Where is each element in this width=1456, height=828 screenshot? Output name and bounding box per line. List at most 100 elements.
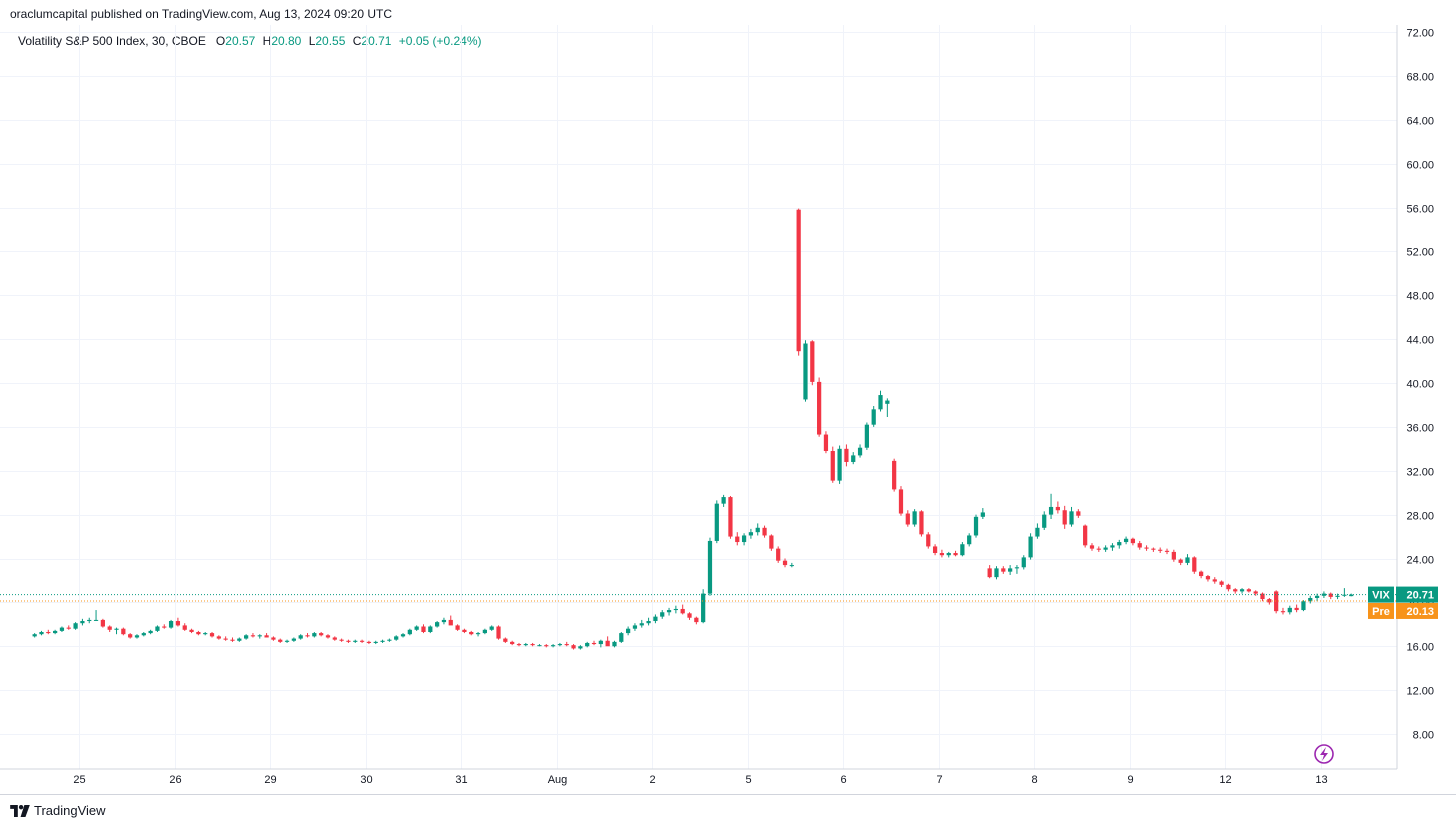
low-label: L [308,34,316,48]
candle-up [1117,539,1122,549]
candle-up [748,528,754,539]
candle-body [844,448,849,462]
candle-up [312,631,317,638]
y-tick-label: 64.00 [1406,116,1434,128]
candle-body [1219,581,1224,585]
candle-body [755,527,760,533]
candle-down [1280,607,1286,615]
candle-down [898,486,904,516]
vix-tag-symbol-bg [1368,586,1394,603]
candle-up [598,639,603,648]
candle-up [550,644,556,648]
candle-body [680,608,685,614]
candle-up [428,625,433,634]
candle-down [932,544,938,556]
candle-up [387,638,392,642]
candle-body [1117,542,1122,546]
candle-down [209,631,215,638]
candle-body [796,209,801,352]
candle-up [1185,554,1190,566]
candle-down [830,446,835,483]
y-tick-label: 40.00 [1406,379,1434,391]
candle-body [264,635,269,638]
candle-down [100,618,105,628]
candle-body [66,627,71,629]
candle-down [687,612,692,620]
candle-down [544,644,549,648]
candle-down [1233,588,1238,594]
candle-body [32,634,37,637]
candle-down [571,644,576,650]
candle-down [1076,509,1081,518]
x-tick-label: 7 [936,774,942,786]
candle-up [885,398,890,418]
price-lines [0,594,1397,602]
candle-up [257,634,262,639]
price-axis[interactable]: 8.0012.0016.0020.0024.0028.0032.0036.004… [1406,28,1434,742]
candle-down [1253,590,1258,596]
candle-down [121,627,126,636]
candle-body [619,633,624,642]
candle-body [789,565,794,567]
candle-body [298,635,303,639]
candle-down [564,641,569,647]
high-value: 20.80 [271,34,302,48]
candle-body [735,536,740,543]
candle-down [278,638,283,643]
candle-down [823,431,829,454]
candle-down [516,642,522,647]
candle-body [1151,548,1156,550]
candle-body [203,633,208,635]
symbol-title[interactable]: Volatility S&P 500 Index, 30, CBOE [18,34,206,48]
candle-body [1328,593,1333,597]
low-value: 20.55 [315,34,346,48]
candle-down [455,624,460,631]
y-tick-label: 68.00 [1406,72,1434,84]
candle-down [271,636,276,641]
candle-up [39,630,44,636]
candle-body [537,645,542,647]
candle-down [953,550,958,557]
candle-body [673,608,678,611]
x-tick-label: 2 [649,774,655,786]
candle-up [53,629,58,635]
candle-body [817,381,822,435]
lightning-bolt-icon[interactable] [1314,744,1334,764]
candle-body [1083,525,1088,546]
candle-body [769,535,774,549]
candle-up [59,626,65,632]
tradingview-footer[interactable]: TradingView [10,803,106,818]
y-tick-label: 12.00 [1406,686,1434,698]
candle-body [516,644,522,646]
candle-down [844,444,849,467]
candle-body [394,636,399,640]
candle-up [660,610,665,619]
x-tick-label: 29 [264,774,276,786]
candle-body [107,626,112,630]
candles [32,208,1354,650]
tradingview-brand: TradingView [34,803,106,818]
candle-body [455,625,460,630]
candle-down [1158,547,1163,554]
candle-body [912,511,917,525]
candle-up [851,452,856,465]
candle-body [1062,510,1067,525]
candle-body [851,455,856,462]
candle-down [1171,549,1176,562]
candle-down [1199,570,1204,579]
close-label: C [352,34,362,48]
time-axis[interactable]: 25 26 29 30 31 Aug 2 5 6 7 8 9 12 13 [73,774,1327,786]
candle-body [557,644,563,646]
candle-body [503,638,508,642]
candle-body [1185,557,1190,563]
candle-down [905,510,910,527]
candle-body [1178,559,1183,563]
candle-down [1226,583,1231,592]
candle-body [864,424,869,448]
candle-body [196,631,201,635]
candle-body [325,635,331,638]
candle-down [1130,537,1136,546]
candle-body [175,621,181,626]
candle-body [892,460,897,490]
